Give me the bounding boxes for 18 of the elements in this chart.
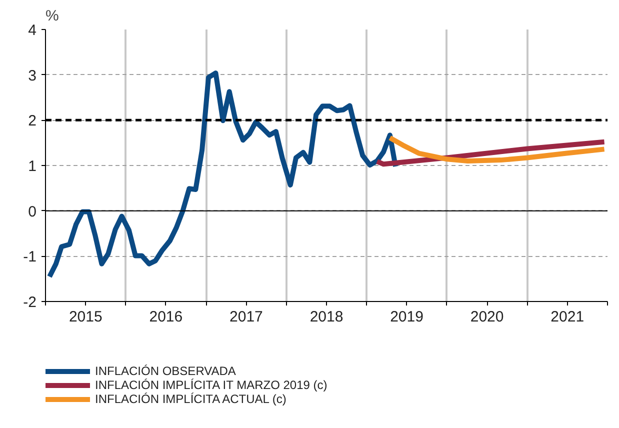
x-tick-label: 2019	[390, 308, 424, 326]
y-tick-label: 1	[28, 158, 36, 175]
y-axis-title: %	[46, 8, 59, 24]
legend-label: INFLACIÓN IMPLÍCITA ACTUAL (c)	[95, 392, 286, 406]
x-tick-label: 2021	[550, 308, 584, 326]
y-tick-label: 3	[28, 67, 36, 84]
x-tick-label: 2016	[149, 308, 183, 326]
y-tick-label: 4	[28, 22, 36, 39]
x-tick-label: 2018	[310, 308, 344, 326]
x-tick-label: 2020	[470, 308, 504, 326]
x-tick-label: 2017	[230, 308, 263, 326]
y-tick-label: -1	[23, 248, 37, 266]
y-tick-label: 2	[28, 112, 36, 130]
legend-label: INFLACIÓN IMPLÍCITA IT MARZO 2019 (c)	[95, 378, 328, 392]
legend-label: INFLACIÓN OBSERVADA	[95, 364, 236, 378]
x-tick-label: 2015	[68, 308, 102, 326]
y-tick-label: -2	[23, 294, 37, 311]
y-tick-label: 0	[28, 203, 36, 220]
